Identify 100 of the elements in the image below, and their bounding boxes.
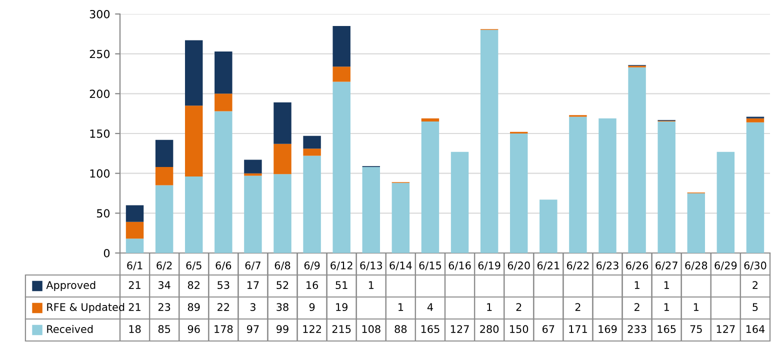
data-label: 22 <box>218 303 229 311</box>
x-tick-label: 6/14 <box>390 262 412 270</box>
data-label: 23 <box>158 303 170 312</box>
legend-label: RFE & Updated <box>47 302 124 314</box>
x-tick-label: 6/20 <box>508 262 530 270</box>
bar <box>126 238 144 253</box>
x-tick-label: 6/9 <box>304 262 320 270</box>
data-label: 96 <box>188 325 200 334</box>
data-label: 1 <box>487 303 492 311</box>
bar <box>450 152 469 253</box>
y-tick-label: 0 <box>104 248 110 258</box>
data-label: 38 <box>276 303 288 312</box>
bar <box>274 102 292 144</box>
bar <box>362 166 380 253</box>
y-tick-label: 300 <box>90 10 110 18</box>
y-tick-label: 250 <box>90 50 110 58</box>
bar <box>510 134 528 253</box>
bar <box>303 148 321 156</box>
x-tick-label: 6/12 <box>330 262 352 270</box>
bar <box>392 182 410 253</box>
x-tick-label: 6/7 <box>245 262 260 270</box>
bar <box>274 144 292 174</box>
bar <box>598 118 616 253</box>
x-tick-label: 6/19 <box>478 262 500 270</box>
bar <box>126 222 144 239</box>
data-label: 2 <box>634 303 640 311</box>
x-tick-label: 6/8 <box>274 262 290 270</box>
bar <box>214 94 232 112</box>
data-label: 127 <box>716 325 735 333</box>
data-label: 178 <box>214 325 233 334</box>
data-label: 4 <box>427 303 433 311</box>
data-label: 3 <box>250 303 256 312</box>
bar <box>569 116 587 253</box>
data-label: 17 <box>247 281 259 289</box>
x-tick-label: 6/23 <box>596 262 618 270</box>
x-tick-label: 6/22 <box>566 262 589 270</box>
x-tick-label: 6/27 <box>656 262 678 270</box>
data-label: 34 <box>158 281 170 290</box>
data-label: 164 <box>746 325 765 334</box>
data-label: 215 <box>332 325 351 334</box>
y-tick-label: 100 <box>90 169 110 178</box>
bar <box>332 66 350 82</box>
x-tick-label: 6/5 <box>186 262 202 270</box>
bar <box>274 174 292 253</box>
bar <box>244 176 262 253</box>
data-label: 75 <box>690 325 702 334</box>
y-tick-label: 50 <box>96 209 110 218</box>
data-label: 85 <box>158 325 170 334</box>
data-label: 127 <box>450 325 469 333</box>
bar <box>185 176 203 253</box>
data-label: 18 <box>129 325 141 334</box>
data-label: 99 <box>276 325 288 334</box>
data-label: 171 <box>569 325 587 333</box>
bar <box>214 51 232 94</box>
bar <box>303 136 321 149</box>
data-label: 165 <box>421 325 440 334</box>
data-label: 82 <box>188 281 200 290</box>
legend-label: Received <box>47 324 93 334</box>
bar <box>716 152 735 253</box>
data-label: 19 <box>336 303 348 312</box>
data-label: 150 <box>510 325 528 334</box>
bar <box>185 106 203 177</box>
data-label: 1 <box>664 281 669 289</box>
x-tick-label: 6/6 <box>216 262 232 270</box>
bar <box>155 185 174 253</box>
data-label: 1 <box>368 281 374 289</box>
x-tick-label: 6/13 <box>360 262 382 270</box>
bar <box>421 122 440 253</box>
data-label: 53 <box>218 281 230 290</box>
bar <box>540 200 558 253</box>
bar <box>185 40 203 106</box>
bar <box>244 160 262 174</box>
bar <box>746 118 764 122</box>
x-tick-label: 6/26 <box>626 262 648 270</box>
bar <box>155 166 174 186</box>
x-tick-label: 6/2 <box>156 262 172 270</box>
bar <box>746 122 764 253</box>
bar <box>214 111 232 253</box>
bar <box>155 140 174 167</box>
data-label: 2 <box>516 303 522 311</box>
data-label: 21 <box>128 303 140 311</box>
data-label: 1 <box>398 303 404 311</box>
y-tick-label: 200 <box>90 90 110 98</box>
data-label: 51 <box>336 281 348 290</box>
data-label: 1 <box>664 303 669 311</box>
bar <box>303 156 321 253</box>
bar <box>332 26 350 67</box>
x-tick-label: 6/16 <box>448 262 471 270</box>
data-label: 67 <box>542 325 554 334</box>
data-label: 97 <box>246 325 259 334</box>
data-label: 21 <box>128 281 140 289</box>
data-label: 280 <box>480 325 499 334</box>
data-label: 2 <box>752 281 758 289</box>
data-label: 122 <box>303 325 321 333</box>
x-tick-label: 6/29 <box>714 262 737 270</box>
data-label: 108 <box>362 325 380 334</box>
x-tick-label: 6/21 <box>537 262 560 270</box>
data-label: 9 <box>309 303 315 312</box>
legend-label: Approved <box>46 280 96 292</box>
x-tick-label: 6/15 <box>419 262 442 270</box>
